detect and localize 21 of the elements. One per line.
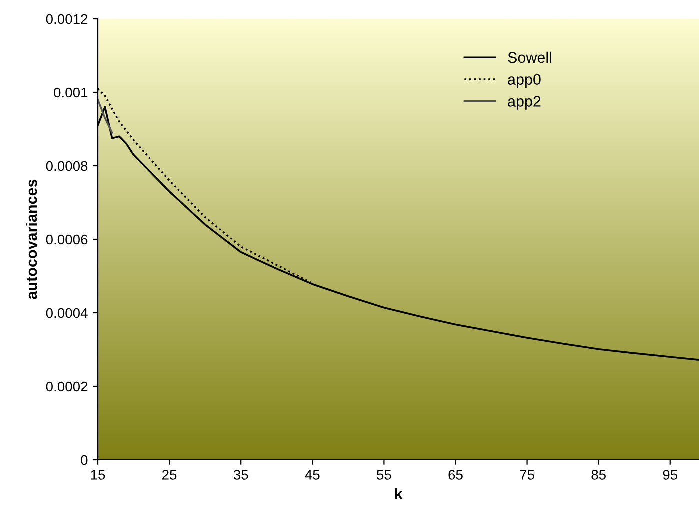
y-tick-label: 0.0008 (46, 161, 88, 172)
y-tick-label: 0.0002 (46, 382, 88, 392)
y-tick-label: 0.0004 (46, 308, 88, 318)
y-tick-label: 0.0012 (46, 14, 88, 24)
x-tick-label: 95 (663, 470, 678, 480)
x-axis-title: k (395, 488, 403, 500)
legend-label: Sowell (508, 52, 552, 64)
legend-label: app0 (508, 74, 541, 88)
y-tick-label: 0.001 (54, 88, 88, 98)
y-tick-label: 0.0006 (46, 234, 88, 245)
x-tick-label: 15 (91, 470, 106, 480)
y-tick-label: 0 (81, 455, 88, 466)
x-tick-label: 75 (520, 470, 534, 480)
x-tick-label: 85 (592, 470, 606, 480)
x-tick-label: 35 (234, 470, 248, 480)
x-tick-label: 55 (377, 470, 392, 480)
y-axis-title: autocovariances (26, 180, 38, 300)
x-tick-label: 65 (448, 470, 463, 480)
x-tick-label: 45 (305, 470, 320, 480)
legend-label: app2 (508, 96, 541, 110)
x-tick-label: 25 (162, 470, 177, 480)
